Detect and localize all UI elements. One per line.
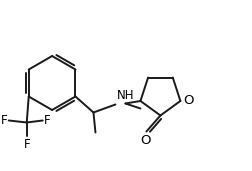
Text: F: F: [44, 114, 50, 127]
Text: NH: NH: [116, 89, 133, 102]
Text: F: F: [23, 139, 30, 152]
Text: O: O: [140, 134, 150, 147]
Text: O: O: [183, 95, 193, 108]
Text: F: F: [1, 114, 8, 127]
